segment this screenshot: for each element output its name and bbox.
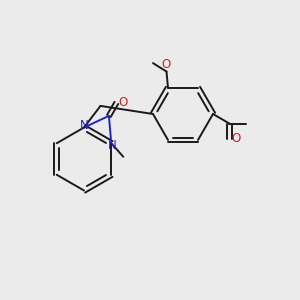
Text: N: N xyxy=(107,139,116,152)
Text: O: O xyxy=(118,96,127,110)
Text: O: O xyxy=(232,132,241,145)
Text: N: N xyxy=(80,118,89,132)
Text: O: O xyxy=(162,58,171,71)
